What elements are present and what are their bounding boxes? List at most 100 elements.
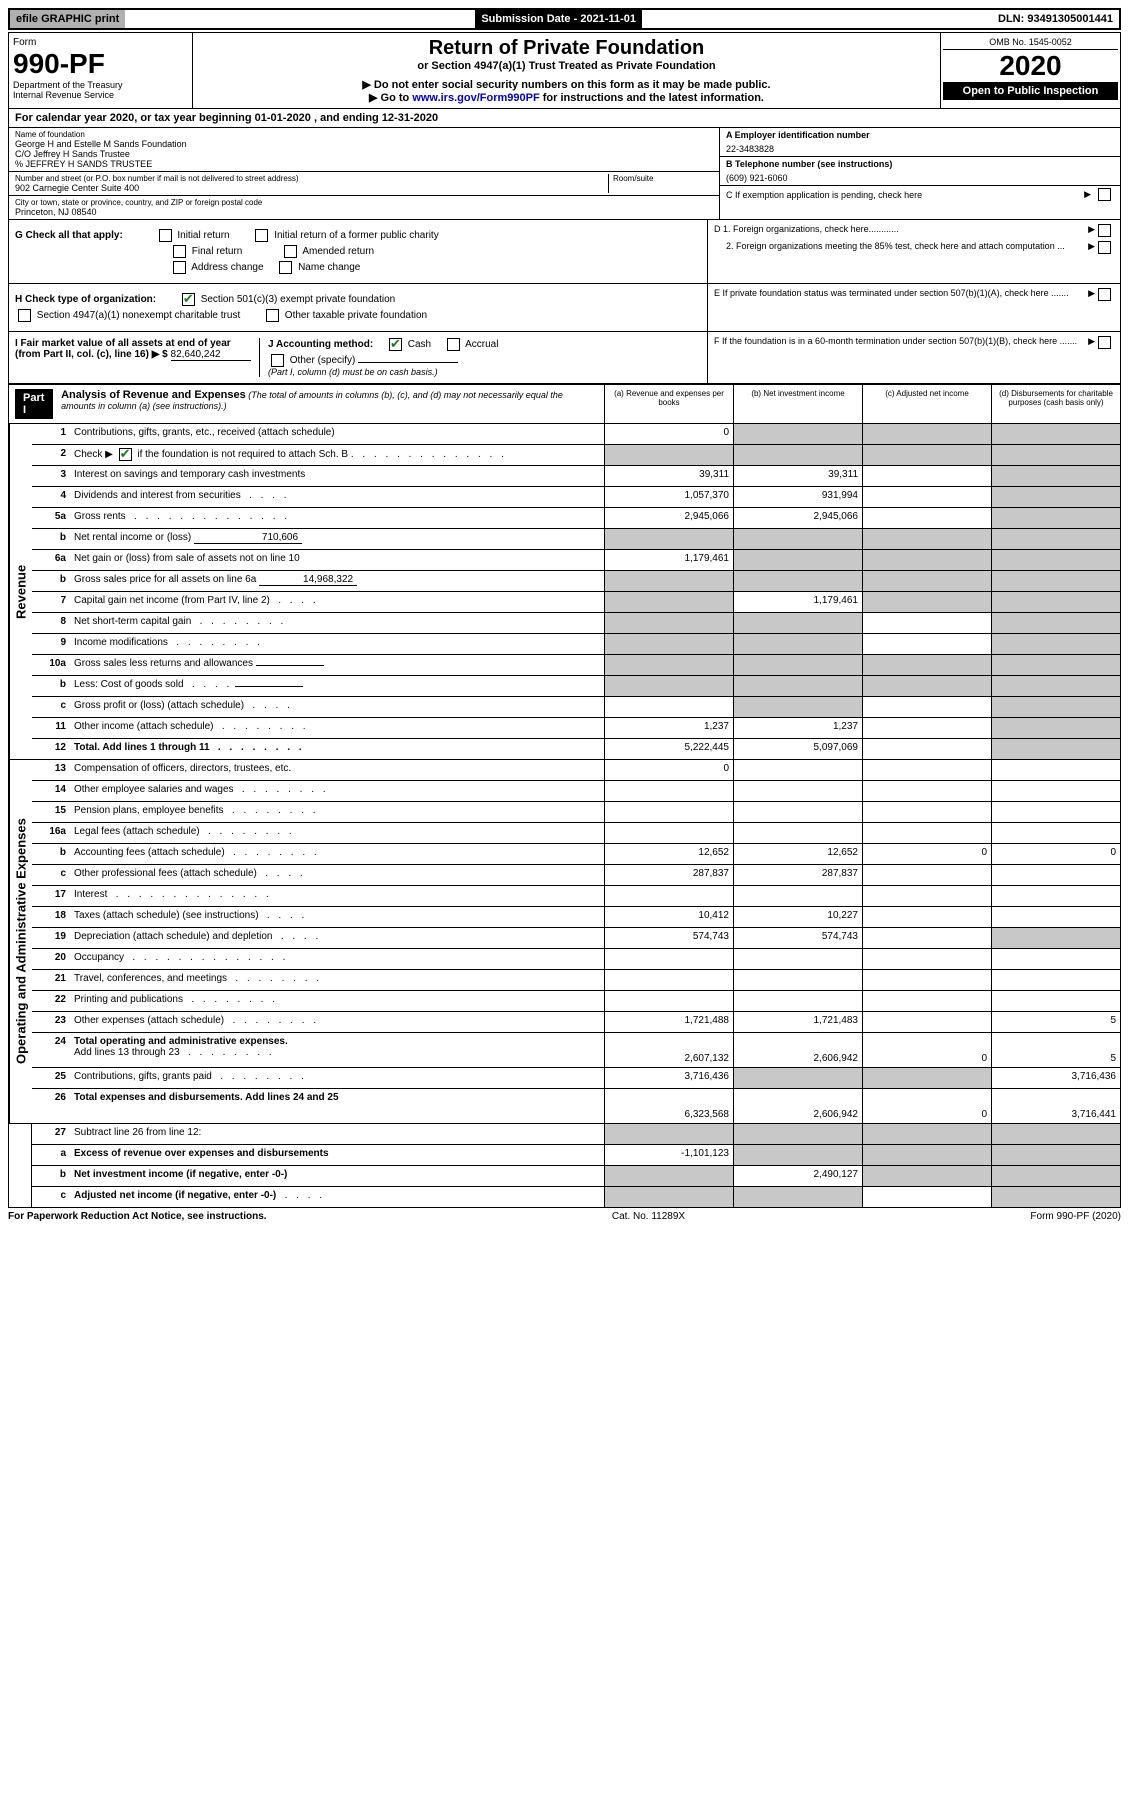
line-5a-a: 2,945,066 — [604, 508, 733, 528]
expenses-side-label: Operating and Administrative Expenses — [9, 760, 32, 1123]
line-16c-b: 287,837 — [733, 865, 862, 885]
schB-checkbox[interactable] — [119, 448, 132, 461]
initial-former-checkbox[interactable] — [255, 229, 268, 242]
form-number: 990-PF — [13, 48, 188, 80]
line-16b-a: 12,652 — [604, 844, 733, 864]
col-d-header: (d) Disbursements for charitable purpose… — [991, 385, 1120, 423]
pct-line: % JEFFREY H SANDS TRUSTEE — [15, 159, 713, 169]
cat-no: Cat. No. 11289X — [612, 1211, 685, 1222]
line-27a-desc: Excess of revenue over expenses and disb… — [70, 1145, 604, 1165]
line-23-a: 1,721,488 — [604, 1012, 733, 1032]
line-25-a: 3,716,436 — [604, 1068, 733, 1088]
line-20-desc: Occupancy . . . . . . . . . . . . . . — [70, 949, 604, 969]
line-7-desc: Capital gain net income (from Part IV, l… — [70, 592, 604, 612]
f-checkbox[interactable] — [1098, 336, 1111, 349]
d2-checkbox[interactable] — [1098, 241, 1111, 254]
form-footer: Form 990-PF (2020) — [1030, 1211, 1121, 1222]
other-method-checkbox[interactable] — [271, 354, 284, 367]
line-1-a: 0 — [604, 424, 733, 444]
dln: DLN: 93491305001441 — [992, 10, 1119, 28]
efile-print[interactable]: efile GRAPHIC print — [10, 10, 125, 28]
line-12-a: 5,222,445 — [604, 739, 733, 759]
line-26-a: 6,323,568 — [604, 1089, 733, 1123]
line-26-b: 2,606,942 — [733, 1089, 862, 1123]
irs: Internal Revenue Service — [13, 90, 188, 100]
fmv-value: 82,640,242 — [171, 349, 251, 361]
line-18-b: 10,227 — [733, 907, 862, 927]
col-c-header: (c) Adjusted net income — [862, 385, 991, 423]
calendar-year-row: For calendar year 2020, or tax year begi… — [8, 109, 1121, 128]
line-24-d: 5 — [991, 1033, 1120, 1067]
omb-number: OMB No. 1545-0052 — [943, 35, 1118, 50]
co-line: C/O Jeffrey H Sands Trustee — [15, 149, 713, 159]
line-11-a: 1,237 — [604, 718, 733, 738]
line-27-desc: Subtract line 26 from line 12: — [70, 1124, 604, 1144]
other-taxable-checkbox[interactable] — [266, 309, 279, 322]
line-24-desc: Total operating and administrative expen… — [70, 1033, 604, 1067]
line-27c-desc: Adjusted net income (if negative, enter … — [70, 1187, 604, 1207]
line-26-desc: Total expenses and disbursements. Add li… — [70, 1089, 604, 1123]
top-bar: efile GRAPHIC print Submission Date - 20… — [8, 8, 1121, 30]
line-11-b: 1,237 — [733, 718, 862, 738]
line-4-desc: Dividends and interest from securities .… — [70, 487, 604, 507]
form990pf-link[interactable]: www.irs.gov/Form990PF — [412, 92, 539, 104]
section-g-block: G Check all that apply: Initial return I… — [8, 220, 1121, 284]
line-16c-a: 287,837 — [604, 865, 733, 885]
line-5b-inline: 710,606 — [194, 532, 302, 544]
line-10c-desc: Gross profit or (loss) (attach schedule)… — [70, 697, 604, 717]
d1-checkbox[interactable] — [1098, 224, 1111, 237]
d1-label: D 1. Foreign organizations, check here..… — [714, 224, 1088, 237]
line-21-desc: Travel, conferences, and meetings . . . … — [70, 970, 604, 990]
line-3-a: 39,311 — [604, 466, 733, 486]
address-change-checkbox[interactable] — [173, 261, 186, 274]
e-label: E If private foundation status was termi… — [714, 288, 1088, 301]
line-14-desc: Other employee salaries and wages . . . … — [70, 781, 604, 801]
part1-badge: Part I — [15, 389, 53, 419]
line-24-b: 2,606,942 — [733, 1033, 862, 1067]
line-16b-desc: Accounting fees (attach schedule) . . . … — [70, 844, 604, 864]
line-16a-desc: Legal fees (attach schedule) . . . . . .… — [70, 823, 604, 843]
j-label: J Accounting method: — [268, 339, 373, 350]
line-6b-desc: Gross sales price for all assets on line… — [70, 571, 604, 591]
initial-return-checkbox[interactable] — [159, 229, 172, 242]
exemption-checkbox[interactable] — [1098, 188, 1111, 201]
g-label: G Check all that apply: — [15, 230, 123, 241]
line-26-d: 3,716,441 — [991, 1089, 1120, 1123]
col-b-header: (b) Net investment income — [733, 385, 862, 423]
line-3-desc: Interest on savings and temporary cash i… — [70, 466, 604, 486]
f-label: F If the foundation is in a 60-month ter… — [714, 336, 1088, 349]
line-25-d: 3,716,436 — [991, 1068, 1120, 1088]
4947a1-checkbox[interactable] — [18, 309, 31, 322]
amended-return-checkbox[interactable] — [284, 245, 297, 258]
line-23-b: 1,721,483 — [733, 1012, 862, 1032]
line-27b-b: 2,490,127 — [733, 1166, 862, 1186]
line-6a-a: 1,179,461 — [604, 550, 733, 570]
line-12-desc: Total. Add lines 1 through 11 . . . . . … — [70, 739, 604, 759]
name-change-checkbox[interactable] — [279, 261, 292, 274]
revenue-table: Revenue 1Contributions, gifts, grants, e… — [8, 424, 1121, 760]
line-4-a: 1,057,370 — [604, 487, 733, 507]
section-i-j-block: I Fair market value of all assets at end… — [8, 332, 1121, 384]
room-label: Room/suite — [613, 174, 713, 183]
name-label: Name of foundation — [15, 130, 713, 139]
final-return-checkbox[interactable] — [173, 245, 186, 258]
expenses-table: Operating and Administrative Expenses 13… — [8, 760, 1121, 1124]
line-9-desc: Income modifications . . . . . . . . — [70, 634, 604, 654]
line-23-desc: Other expenses (attach schedule) . . . .… — [70, 1012, 604, 1032]
line-18-a: 10,412 — [604, 907, 733, 927]
ssn-warning: ▶ Do not enter social security numbers o… — [197, 78, 936, 91]
section-h-block: H Check type of organization: Section 50… — [8, 284, 1121, 332]
e-checkbox[interactable] — [1098, 288, 1111, 301]
accrual-checkbox[interactable] — [447, 338, 460, 351]
line-24-c: 0 — [862, 1033, 991, 1067]
ein-value: 22-3483828 — [726, 144, 1114, 154]
submission-date: Submission Date - 2021-11-01 — [475, 10, 642, 28]
col-a-header: (a) Revenue and expenses per books — [604, 385, 733, 423]
street-address: 902 Carnegie Center Suite 400 — [15, 183, 608, 193]
form-title: Return of Private Foundation — [197, 37, 936, 60]
line-17-desc: Interest . . . . . . . . . . . . . . — [70, 886, 604, 906]
501c3-checkbox[interactable] — [182, 293, 195, 306]
line-15-desc: Pension plans, employee benefits . . . .… — [70, 802, 604, 822]
line-7-b: 1,179,461 — [733, 592, 862, 612]
cash-checkbox[interactable] — [389, 338, 402, 351]
